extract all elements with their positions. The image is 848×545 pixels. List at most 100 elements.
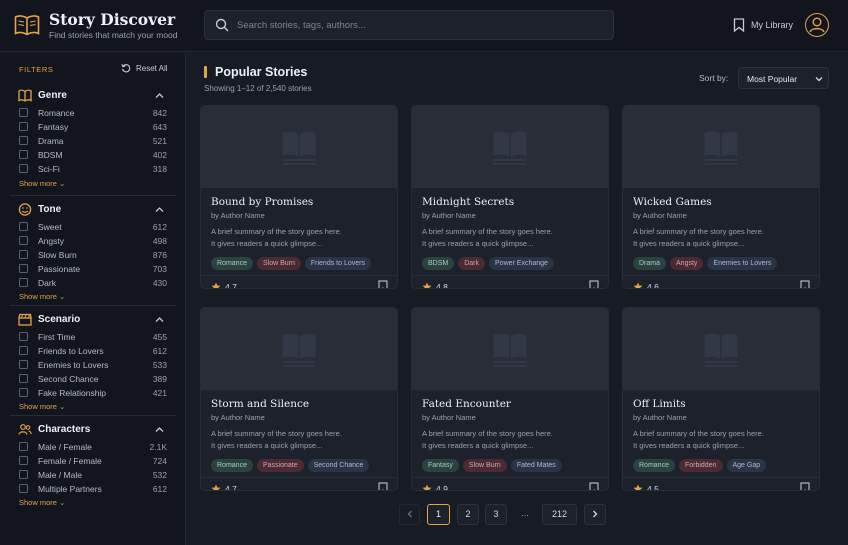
- bookmark-icon[interactable]: [589, 482, 599, 491]
- filter-option-bdsm[interactable]: BDSM 402: [19, 149, 167, 161]
- filter-section-header[interactable]: Characters: [18, 423, 168, 437]
- checkbox[interactable]: [19, 108, 28, 117]
- page-button-last[interactable]: 212: [542, 504, 577, 525]
- chevron-up-icon[interactable]: [155, 425, 164, 434]
- filter-option-first-time[interactable]: First Time 455: [19, 331, 167, 343]
- checkbox[interactable]: [19, 332, 28, 341]
- checkbox[interactable]: [19, 222, 28, 231]
- filter-option-romance[interactable]: Romance 842: [19, 107, 167, 119]
- checkbox[interactable]: [19, 484, 28, 493]
- prev-page-button[interactable]: [399, 504, 420, 525]
- story-author[interactable]: by Author Name: [633, 211, 687, 220]
- bookmark-icon[interactable]: [589, 280, 599, 289]
- story-card[interactable]: Fated Encounter by Author Name A brief sum…: [411, 307, 609, 491]
- filter-option-slow-burn[interactable]: Slow Burn 876: [19, 249, 167, 261]
- next-page-button[interactable]: [584, 504, 606, 525]
- show-more-link[interactable]: Show more ⌄: [19, 292, 65, 301]
- checkbox[interactable]: [19, 470, 28, 479]
- tag-chip[interactable]: Drama: [633, 257, 667, 270]
- checkbox[interactable]: [19, 236, 28, 245]
- story-title[interactable]: Storm and Silence: [211, 398, 310, 410]
- page-button-1[interactable]: 1: [427, 504, 450, 525]
- search-bar[interactable]: [204, 10, 614, 40]
- tag-chip[interactable]: Friends to Lovers: [304, 257, 371, 270]
- checkbox[interactable]: [19, 250, 28, 259]
- filter-section-header[interactable]: Genre: [18, 89, 168, 103]
- checkbox[interactable]: [19, 136, 28, 145]
- search-input[interactable]: [237, 16, 607, 34]
- story-author[interactable]: by Author Name: [422, 413, 476, 422]
- checkbox[interactable]: [19, 388, 28, 397]
- story-title[interactable]: Wicked Games: [633, 196, 712, 208]
- filter-option-fantasy[interactable]: Fantasy 643: [19, 121, 167, 133]
- filter-section-header[interactable]: Scenario: [18, 313, 168, 327]
- filter-option-scifi[interactable]: Sci-Fi 318: [19, 163, 167, 175]
- story-cover[interactable]: [412, 308, 608, 390]
- checkbox[interactable]: [19, 456, 28, 465]
- filter-option-fake-relationship[interactable]: Fake Relationship 421: [19, 387, 167, 399]
- story-title[interactable]: Bound by Promises: [211, 196, 314, 208]
- sort-dropdown[interactable]: Most Popular: [738, 67, 829, 89]
- story-author[interactable]: by Author Name: [211, 413, 265, 422]
- story-author[interactable]: by Author Name: [633, 413, 687, 422]
- tag-chip[interactable]: Angsty: [670, 257, 704, 270]
- story-cover[interactable]: [201, 106, 397, 188]
- tag-chip[interactable]: Romance: [211, 257, 253, 270]
- story-author[interactable]: by Author Name: [211, 211, 265, 220]
- tag-chip[interactable]: Slow Burn: [256, 257, 301, 270]
- filter-option-multiple-partners[interactable]: Multiple Partners 612: [19, 483, 167, 495]
- story-cover[interactable]: [623, 106, 819, 188]
- bookmark-icon[interactable]: [378, 280, 388, 289]
- story-title[interactable]: Fated Encounter: [422, 398, 511, 410]
- story-card[interactable]: Wicked Games by Author Name A brief summar…: [622, 105, 820, 289]
- show-more-link[interactable]: Show more ⌄: [19, 498, 65, 507]
- filter-option-male-male[interactable]: Male / Male 532: [19, 469, 167, 481]
- checkbox[interactable]: [19, 164, 28, 173]
- checkbox[interactable]: [19, 150, 28, 159]
- tag-chip[interactable]: Forbidden: [678, 459, 723, 472]
- story-card[interactable]: Bound by Promises by Author Name A brief s…: [200, 105, 398, 289]
- tag-chip[interactable]: BDSM: [422, 257, 455, 270]
- tag-chip[interactable]: Passionate: [256, 459, 304, 472]
- tag-chip[interactable]: Dark: [458, 257, 486, 270]
- tag-chip[interactable]: Fantasy: [422, 459, 459, 472]
- tag-chip[interactable]: Slow Burn: [462, 459, 507, 472]
- tag-chip[interactable]: Second Chance: [307, 459, 370, 472]
- tag-chip[interactable]: Romance: [211, 459, 253, 472]
- story-title[interactable]: Off Limits: [633, 398, 686, 410]
- tag-chip[interactable]: Romance: [633, 459, 675, 472]
- bookmark-icon[interactable]: [378, 482, 388, 491]
- filter-option-second-chance[interactable]: Second Chance 389: [19, 373, 167, 385]
- checkbox[interactable]: [19, 442, 28, 451]
- checkbox[interactable]: [19, 346, 28, 355]
- story-author[interactable]: by Author Name: [422, 211, 476, 220]
- story-cover[interactable]: [623, 308, 819, 390]
- story-card[interactable]: Storm and Silence by Author Name A brief s…: [200, 307, 398, 491]
- filter-option-friends-to-lovers[interactable]: Friends to Lovers 612: [19, 345, 167, 357]
- chevron-up-icon[interactable]: [155, 315, 164, 324]
- filter-option-dark[interactable]: Dark 430: [19, 277, 167, 289]
- tag-chip[interactable]: Age Gap: [726, 459, 767, 472]
- checkbox[interactable]: [19, 122, 28, 131]
- filter-option-angsty[interactable]: Angsty 498: [19, 235, 167, 247]
- bookmark-icon[interactable]: [800, 482, 810, 491]
- filter-section-header[interactable]: Tone: [18, 203, 168, 217]
- bookmark-icon[interactable]: [800, 280, 810, 289]
- chevron-up-icon[interactable]: [155, 91, 164, 100]
- filter-option-female-female[interactable]: Female / Female 724: [19, 455, 167, 467]
- story-card[interactable]: Off Limits by Author Name A brief summary …: [622, 307, 820, 491]
- page-button-2[interactable]: 2: [457, 504, 479, 525]
- tag-chip[interactable]: Enemies to Lovers: [707, 257, 778, 270]
- filter-option-enemies-to-lovers[interactable]: Enemies to Lovers 533: [19, 359, 167, 371]
- checkbox[interactable]: [19, 264, 28, 273]
- checkbox[interactable]: [19, 278, 28, 287]
- story-cover[interactable]: [412, 106, 608, 188]
- checkbox[interactable]: [19, 374, 28, 383]
- story-cover[interactable]: [201, 308, 397, 390]
- chevron-up-icon[interactable]: [155, 205, 164, 214]
- filter-option-sweet[interactable]: Sweet 612: [19, 221, 167, 233]
- tag-chip[interactable]: Power Exchange: [489, 257, 554, 270]
- checkbox[interactable]: [19, 360, 28, 369]
- show-more-link[interactable]: Show more ⌄: [19, 402, 65, 411]
- filter-option-male-female[interactable]: Male / Female 2.1K: [19, 441, 167, 453]
